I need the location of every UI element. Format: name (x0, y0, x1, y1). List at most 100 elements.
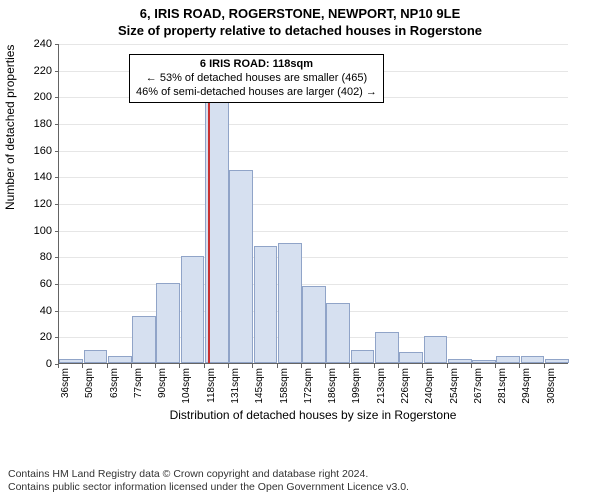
y-tick-mark (55, 284, 59, 285)
y-tick-label: 220 (22, 65, 52, 77)
footer-line2: Contains public sector information licen… (8, 481, 409, 494)
grid-line (59, 257, 568, 258)
grid-line (59, 151, 568, 152)
x-tick-mark (495, 364, 496, 368)
annotation-box: 6 IRIS ROAD: 118sqm ← 53% of detached ho… (129, 54, 384, 103)
x-tick-mark (277, 364, 278, 368)
y-tick-label: 60 (22, 278, 52, 290)
x-tick-mark (58, 364, 59, 368)
histogram-bar (448, 359, 472, 363)
histogram-bar (108, 356, 132, 363)
histogram-bar (472, 360, 496, 363)
grid-line (59, 44, 568, 45)
histogram-bar (59, 359, 83, 363)
x-tick-label: 226sqm (400, 368, 411, 408)
x-tick-label: 308sqm (546, 368, 557, 408)
histogram-bar (351, 350, 375, 363)
x-tick-mark (131, 364, 132, 368)
x-tick-label: 50sqm (84, 368, 95, 408)
x-tick-mark (155, 364, 156, 368)
y-tick-mark (55, 204, 59, 205)
histogram-bar (84, 350, 108, 363)
histogram-bar (375, 332, 399, 363)
histogram-bar (326, 303, 350, 363)
y-tick-mark (55, 124, 59, 125)
y-tick-mark (55, 71, 59, 72)
grid-line (59, 231, 568, 232)
histogram-bar (229, 170, 253, 363)
histogram-bar (156, 283, 180, 363)
y-tick-label: 140 (22, 171, 52, 183)
x-tick-label: 281sqm (497, 368, 508, 408)
x-tick-label: 267sqm (473, 368, 484, 408)
x-tick-label: 294sqm (521, 368, 532, 408)
y-tick-mark (55, 231, 59, 232)
x-tick-mark (301, 364, 302, 368)
y-tick-label: 40 (22, 305, 52, 317)
x-tick-label: 254sqm (449, 368, 460, 408)
x-tick-mark (374, 364, 375, 368)
x-axis-label: Distribution of detached houses by size … (58, 408, 568, 422)
x-tick-label: 118sqm (206, 368, 217, 408)
x-tick-label: 104sqm (181, 368, 192, 408)
x-tick-label: 172sqm (303, 368, 314, 408)
x-tick-label: 145sqm (254, 368, 265, 408)
histogram-bar (254, 246, 278, 363)
histogram-bar (545, 359, 569, 363)
y-tick-label: 200 (22, 91, 52, 103)
y-tick-mark (55, 337, 59, 338)
x-tick-mark (228, 364, 229, 368)
y-tick-mark (55, 44, 59, 45)
histogram-bar (132, 316, 156, 363)
x-tick-mark (471, 364, 472, 368)
histogram-bar (521, 356, 545, 363)
chart-area: 6 IRIS ROAD: 118sqm ← 53% of detached ho… (58, 44, 568, 422)
y-tick-label: 240 (22, 38, 52, 50)
y-tick-mark (55, 177, 59, 178)
x-tick-mark (325, 364, 326, 368)
y-tick-mark (55, 311, 59, 312)
histogram-bar (278, 243, 302, 363)
x-tick-label: 186sqm (327, 368, 338, 408)
chart-title-line1: 6, IRIS ROAD, ROGERSTONE, NEWPORT, NP10 … (0, 6, 600, 21)
x-tick-label: 199sqm (351, 368, 362, 408)
footer-line1: Contains HM Land Registry data © Crown c… (8, 468, 409, 481)
x-tick-label: 240sqm (424, 368, 435, 408)
chart-title-line2: Size of property relative to detached ho… (0, 23, 600, 38)
x-tick-label: 63sqm (109, 368, 120, 408)
marker-line (208, 67, 210, 363)
y-tick-mark (55, 97, 59, 98)
chart-title-block: 6, IRIS ROAD, ROGERSTONE, NEWPORT, NP10 … (0, 0, 600, 38)
annotation-line3: 46% of semi-detached houses are larger (… (136, 86, 377, 100)
footer-attribution: Contains HM Land Registry data © Crown c… (8, 468, 409, 494)
x-tick-label: 77sqm (133, 368, 144, 408)
y-tick-label: 160 (22, 145, 52, 157)
y-tick-label: 100 (22, 225, 52, 237)
y-tick-label: 180 (22, 118, 52, 130)
histogram-bar (181, 256, 205, 363)
y-tick-mark (55, 151, 59, 152)
grid-line (59, 177, 568, 178)
y-tick-label: 120 (22, 198, 52, 210)
histogram-bar (424, 336, 448, 363)
x-tick-mark (398, 364, 399, 368)
annotation-line2: ← 53% of detached houses are smaller (46… (136, 72, 377, 86)
x-tick-mark (544, 364, 545, 368)
x-tick-label: 90sqm (157, 368, 168, 408)
grid-line (59, 124, 568, 125)
grid-line (59, 204, 568, 205)
x-tick-label: 213sqm (376, 368, 387, 408)
y-axis-label: Number of detached properties (3, 45, 17, 210)
x-tick-label: 36sqm (60, 368, 71, 408)
plot-area: 6 IRIS ROAD: 118sqm ← 53% of detached ho… (58, 44, 568, 364)
x-tick-mark (204, 364, 205, 368)
y-tick-label: 0 (22, 358, 52, 370)
annotation-title: 6 IRIS ROAD: 118sqm (136, 58, 377, 72)
y-tick-mark (55, 257, 59, 258)
x-tick-label: 131sqm (230, 368, 241, 408)
histogram-bar (496, 356, 520, 363)
y-tick-label: 20 (22, 331, 52, 343)
x-tick-label: 158sqm (279, 368, 290, 408)
histogram-bar (399, 352, 423, 363)
histogram-bar (302, 286, 326, 363)
